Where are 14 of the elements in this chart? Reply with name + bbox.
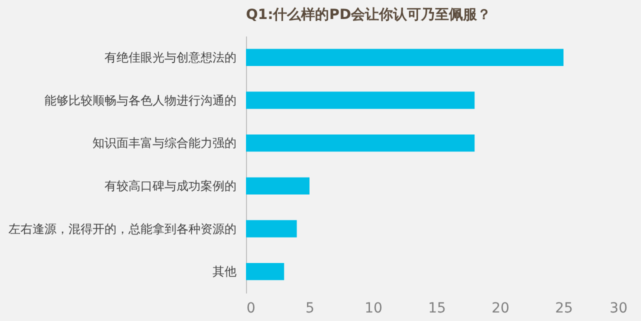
x-tick-label: 30: [610, 300, 628, 316]
y-tick-label: 知识面丰富与综合能力强的: [92, 136, 236, 150]
x-tick-label: 0: [246, 300, 256, 316]
y-tick-label: 有绝佳眼光与创意想法的: [104, 50, 236, 64]
y-tick-label: 有较高口碑与成功案例的: [104, 178, 236, 193]
x-tick-label: 25: [555, 300, 573, 316]
y-tick-label: 能够比较顺畅与各色人物进行沟通的: [44, 93, 236, 108]
x-tick-label: 10: [364, 300, 382, 316]
chart-title: Q1:什么样的PD会让你认可乃至佩服？: [246, 7, 492, 23]
x-tick-label: 20: [492, 300, 510, 316]
y-tick-label: 左右逢源，混得开的，总能拿到各种资源的: [8, 222, 236, 236]
x-tick-label: 5: [306, 300, 314, 316]
x-tick-label: 15: [428, 300, 446, 316]
y-tick-label: 其他: [212, 264, 236, 279]
